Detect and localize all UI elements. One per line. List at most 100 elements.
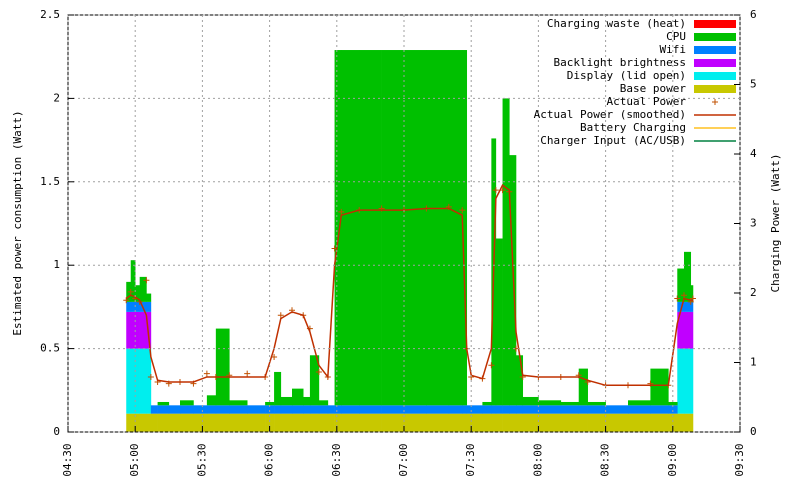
x-tick-label: 08:30 [599, 443, 612, 476]
point [488, 362, 495, 369]
area-segment [292, 413, 304, 432]
area-segment [495, 413, 503, 432]
area-segment [578, 368, 588, 406]
area-segment [381, 405, 405, 414]
area-segment [359, 413, 382, 432]
legend-label: Battery Charging [580, 121, 686, 134]
area-segment [516, 405, 524, 414]
area-segment [466, 413, 472, 432]
area-segment [193, 413, 208, 432]
legend-marker [712, 99, 718, 105]
area-segment [516, 355, 524, 406]
area-segment [274, 413, 282, 432]
area-segment [359, 50, 382, 406]
legend-swatch [694, 33, 736, 41]
area-segment [126, 348, 132, 414]
area-segment [150, 413, 158, 432]
area-segment [560, 413, 580, 432]
area-segment [334, 413, 342, 432]
x-tick-label: 05:30 [195, 443, 208, 476]
area-segment [684, 413, 692, 432]
area-segment [684, 311, 692, 349]
area-segment [341, 50, 360, 406]
area-segment [462, 405, 468, 414]
area-segment [280, 396, 293, 406]
area-segment [509, 413, 517, 432]
line [125, 184, 693, 387]
area-segment [180, 405, 194, 414]
area-segment [628, 413, 651, 432]
area-segment [684, 251, 692, 302]
area-segment [309, 413, 320, 432]
y-tick-label: 0 [53, 425, 60, 438]
point [277, 312, 284, 319]
point [681, 292, 687, 299]
area-segment [522, 413, 539, 432]
area-segment [130, 301, 136, 312]
area-segment [628, 405, 651, 414]
legend-label: Backlight brightness [554, 56, 686, 69]
legend-label: Actual Power (smoothed) [534, 108, 686, 121]
area-segment [265, 413, 275, 432]
area-segment [668, 405, 678, 414]
area-segment [247, 405, 266, 414]
area-segment [229, 405, 248, 414]
x-tick-label: 07:00 [397, 443, 410, 476]
area-segment [404, 405, 427, 414]
area-segment [482, 413, 492, 432]
area-segment [560, 401, 580, 406]
area-segment [146, 348, 152, 414]
area-segment [126, 311, 132, 349]
area-segment [292, 405, 304, 414]
area-segment [628, 400, 651, 406]
y-tick-label: 1.5 [40, 175, 60, 188]
area-segment [135, 285, 140, 302]
y-tick-label: 1 [53, 258, 60, 271]
area-segment [677, 301, 685, 312]
area-segment [516, 413, 524, 432]
area-segment [668, 413, 678, 432]
area-segment [491, 405, 497, 414]
area-segment [206, 395, 217, 406]
area-segment [292, 388, 304, 406]
area-segment [684, 348, 692, 414]
area-segment [303, 396, 311, 406]
x-tick-label: 07:30 [464, 443, 477, 476]
area-segment [168, 413, 181, 432]
point [674, 295, 681, 302]
area-segment [482, 405, 492, 414]
area-segment [180, 413, 194, 432]
area-segment [215, 405, 230, 414]
x-tick-label: 05:00 [128, 443, 141, 476]
area-segment [334, 50, 342, 406]
y2-tick-label: 6 [750, 8, 757, 21]
area-segment [318, 405, 329, 414]
area-segment [215, 328, 230, 406]
legend-label: Charger Input (AC/USB) [540, 134, 686, 147]
area-segment [130, 311, 136, 349]
x-tick-label: 08:00 [531, 443, 544, 476]
area-segment [690, 311, 694, 349]
area-segment [168, 405, 181, 414]
area-segment [309, 405, 320, 414]
area-segment [471, 405, 483, 414]
area-segment [650, 405, 669, 414]
area-segment [309, 355, 320, 406]
area-segment [126, 301, 132, 312]
x-tick-label: 06:00 [263, 443, 276, 476]
area-segment [587, 401, 606, 406]
area-segment [215, 413, 230, 432]
area-segment [318, 413, 329, 432]
area-segment [684, 301, 692, 312]
area-segment [157, 405, 170, 414]
x-tick-label: 09:00 [666, 443, 679, 476]
area-segment [466, 405, 472, 414]
area-segment [578, 405, 588, 414]
legend-label: Wifi [660, 43, 687, 56]
x-tick-label: 04:30 [61, 443, 74, 476]
area-segment [690, 413, 694, 432]
area-segment [135, 311, 140, 349]
legend-label: Base power [620, 82, 687, 95]
area-segment [280, 405, 293, 414]
